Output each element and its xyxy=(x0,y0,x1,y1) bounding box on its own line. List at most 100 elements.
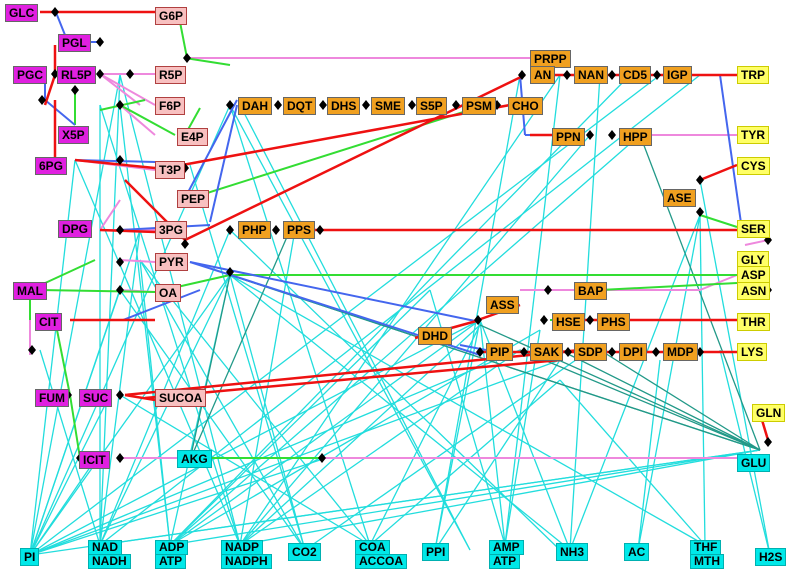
node-phs[interactable]: PHS xyxy=(597,313,630,331)
reaction-edge xyxy=(599,282,738,291)
aminotransfer-edge xyxy=(189,274,231,461)
reaction-edge xyxy=(154,103,511,172)
reaction-node xyxy=(116,100,124,110)
node-pps[interactable]: PPS xyxy=(283,221,316,239)
node-dpi[interactable]: DPI xyxy=(619,343,648,361)
node-pi[interactable]: PI xyxy=(20,548,40,566)
node-ppn[interactable]: PPN xyxy=(552,128,585,146)
node-cys[interactable]: CYS xyxy=(737,157,770,175)
node-an[interactable]: AN xyxy=(530,66,556,84)
node-bap[interactable]: BAP xyxy=(574,282,608,300)
node-ase[interactable]: ASE xyxy=(663,189,696,207)
node-dhs[interactable]: DHS xyxy=(327,97,361,115)
reaction-node xyxy=(226,100,234,110)
node-mal[interactable]: MAL xyxy=(13,282,47,300)
cofactor-edge xyxy=(99,74,121,546)
node-tyr[interactable]: TYR xyxy=(737,126,769,144)
node-dpg[interactable]: DPG xyxy=(58,220,93,238)
node-glu[interactable]: GLU xyxy=(737,454,771,472)
node-r5p[interactable]: R5P xyxy=(155,66,187,84)
node-nadph[interactable]: NADPH xyxy=(221,554,272,569)
node-hpp[interactable]: HPP xyxy=(619,128,652,146)
node-pgc[interactable]: PGC xyxy=(13,66,48,84)
cofactor-edge xyxy=(504,74,561,546)
node-thr[interactable]: THR xyxy=(737,313,770,331)
node-ppi[interactable]: PPI xyxy=(422,543,450,561)
node-hse[interactable]: HSE xyxy=(552,313,585,331)
reaction-edge xyxy=(99,73,141,106)
node-cit[interactable]: CIT xyxy=(35,313,63,331)
node-cho[interactable]: CHO xyxy=(508,97,543,115)
node-dah[interactable]: DAH xyxy=(238,97,272,115)
node-nadp[interactable]: NADP xyxy=(221,540,264,555)
node-e4p[interactable]: E4P xyxy=(177,128,208,146)
node-sdp[interactable]: SDP xyxy=(574,343,607,361)
node-php[interactable]: PHP xyxy=(238,221,271,239)
reaction-edge xyxy=(99,228,156,234)
node-icit[interactable]: ICIT xyxy=(79,451,110,469)
node-oa[interactable]: OA xyxy=(155,284,181,302)
node-co2[interactable]: CO2 xyxy=(288,543,321,561)
node-psm[interactable]: PSM xyxy=(462,97,497,115)
node-dqt[interactable]: DQT xyxy=(283,97,317,115)
cofactor-edge xyxy=(559,379,706,546)
node-suc[interactable]: SUC xyxy=(79,389,113,407)
aminotransfer-edge xyxy=(599,349,761,451)
node-pep[interactable]: PEP xyxy=(177,190,210,208)
node-nadh[interactable]: NADH xyxy=(88,554,131,569)
node-igp[interactable]: IGP xyxy=(663,66,692,84)
node-cd5[interactable]: CD5 xyxy=(619,66,652,84)
node-adp[interactable]: ADP xyxy=(155,540,189,555)
node-rl5p[interactable]: RL5P xyxy=(57,66,96,84)
reaction-node xyxy=(272,225,280,235)
node-thf[interactable]: THF xyxy=(690,540,722,555)
reaction-node xyxy=(608,130,616,140)
node-fum[interactable]: FUM xyxy=(35,389,69,407)
cofactor-edge xyxy=(169,319,481,546)
node-atp-1[interactable]: ATP xyxy=(155,554,187,569)
reaction-node xyxy=(653,70,661,80)
node-glc[interactable]: GLC xyxy=(5,4,39,22)
node-pip[interactable]: PIP xyxy=(486,343,514,361)
node-nan[interactable]: NAN xyxy=(574,66,608,84)
node-h2s[interactable]: H2S xyxy=(755,548,787,566)
node-nh3[interactable]: NH3 xyxy=(556,543,589,561)
node-nad[interactable]: NAD xyxy=(88,540,122,555)
node-amp[interactable]: AMP xyxy=(489,540,524,555)
node-ac[interactable]: AC xyxy=(624,543,650,561)
node-accoa[interactable]: ACCOA xyxy=(355,554,407,569)
node-sak[interactable]: SAK xyxy=(530,343,564,361)
cofactor-edge xyxy=(169,449,761,546)
cofactor-edge xyxy=(29,274,231,556)
node-sme[interactable]: SME xyxy=(371,97,406,115)
node-t3p[interactable]: T3P xyxy=(155,161,186,179)
cofactor-edge xyxy=(99,274,231,546)
reaction-node xyxy=(183,53,191,63)
reaction-node xyxy=(116,155,124,165)
node-x5p[interactable]: X5P xyxy=(58,126,89,144)
node-s5p[interactable]: S5P xyxy=(416,97,447,115)
node-trp[interactable]: TRP xyxy=(737,66,769,84)
node-asn[interactable]: ASN xyxy=(737,282,771,300)
node-mth[interactable]: MTH xyxy=(690,554,724,569)
reaction-node xyxy=(696,175,704,185)
node-ass[interactable]: ASS xyxy=(486,296,519,314)
node-dhd[interactable]: DHD xyxy=(418,327,452,345)
cofactor-edge xyxy=(74,159,241,546)
node-coa[interactable]: COA xyxy=(355,540,390,555)
node-3pg[interactable]: 3PG xyxy=(155,221,188,239)
node-atp-2[interactable]: ATP xyxy=(489,554,521,569)
node-lys[interactable]: LYS xyxy=(737,343,768,361)
reaction-edge xyxy=(699,274,738,291)
reaction-node xyxy=(126,69,134,79)
node-f6p[interactable]: F6P xyxy=(155,97,186,115)
node-gln[interactable]: GLN xyxy=(752,404,786,422)
node-g6p[interactable]: G6P xyxy=(155,7,188,25)
node-pgl[interactable]: PGL xyxy=(58,34,91,52)
node-ser[interactable]: SER xyxy=(737,220,770,238)
node-mdp[interactable]: MDP xyxy=(663,343,698,361)
node-pyr[interactable]: PYR xyxy=(155,253,188,271)
node-sucoa[interactable]: SUCOA xyxy=(155,389,207,407)
node-6pg[interactable]: 6PG xyxy=(35,157,68,175)
node-akg[interactable]: AKG xyxy=(177,450,212,468)
